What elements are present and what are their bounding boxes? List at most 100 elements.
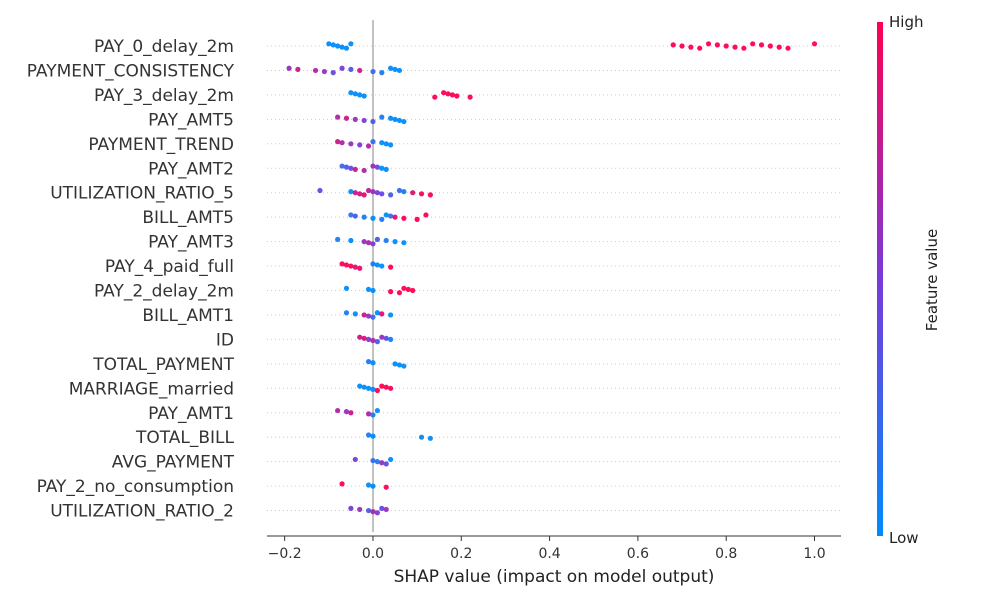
- feature-label: AVG_PAYMENT: [112, 453, 235, 473]
- shap-point: [374, 236, 380, 242]
- shap-point: [352, 91, 358, 97]
- shap-point: [374, 310, 380, 316]
- shap-point: [423, 212, 429, 218]
- shap-point: [348, 263, 354, 269]
- x-tick-label: 0.8: [715, 546, 737, 562]
- shap-point: [312, 67, 319, 74]
- shap-point: [396, 187, 403, 194]
- shap-point: [370, 163, 376, 169]
- shap-point: [365, 143, 372, 149]
- shap-point: [370, 386, 376, 392]
- shap-point: [370, 118, 376, 125]
- shap-point: [374, 164, 380, 170]
- colorbar-gradient: [877, 22, 883, 536]
- shap-point: [352, 166, 358, 172]
- shap-point: [365, 359, 372, 365]
- shap-point: [401, 189, 407, 195]
- shap-point: [361, 167, 367, 174]
- shap-point: [365, 286, 372, 292]
- shap-point: [388, 312, 394, 318]
- shap-point: [750, 41, 756, 47]
- x-axis-label: SHAP value (impact on model output): [394, 567, 715, 587]
- feature-label: PAY_AMT2: [148, 159, 234, 179]
- feature-label: PAY_4_paid_full: [105, 257, 234, 277]
- shap-point: [357, 383, 363, 389]
- shap-point: [352, 311, 358, 317]
- x-tick-label: 0.4: [538, 546, 560, 562]
- shap-point: [670, 42, 676, 48]
- shap-point: [343, 115, 350, 121]
- feature-label: PAYMENT_CONSISTENCY: [27, 61, 235, 81]
- shap-point: [379, 383, 385, 389]
- shap-point: [365, 336, 372, 342]
- shap-point: [679, 43, 685, 49]
- shap-point: [343, 262, 350, 268]
- shap-point: [348, 212, 354, 218]
- shap-point: [330, 70, 336, 76]
- shap-point: [388, 65, 394, 71]
- shap-point: [348, 189, 354, 195]
- feature-label: BILL_AMT1: [142, 306, 234, 326]
- shap-point: [343, 45, 350, 51]
- shap-point: [361, 312, 367, 318]
- shap-point: [361, 335, 367, 341]
- shap-point: [348, 90, 354, 96]
- feature-label: PAY_AMT3: [148, 233, 234, 253]
- shap-point: [383, 484, 389, 490]
- shap-point: [370, 483, 376, 489]
- shap-point: [392, 239, 398, 245]
- shap-point: [370, 287, 376, 294]
- feature-label: PAY_2_no_consumption: [37, 477, 234, 497]
- shap-point: [414, 216, 420, 222]
- shap-point: [427, 435, 433, 441]
- shap-point: [348, 237, 354, 244]
- shap-point: [383, 384, 389, 390]
- shap-point: [379, 191, 385, 197]
- feature-label: UTILIZATION_RATIO_2: [50, 502, 234, 522]
- shap-point: [357, 265, 363, 271]
- shap-point: [365, 482, 372, 488]
- shap-point: [357, 67, 363, 74]
- feature-value-colorbar: High Low Feature value: [877, 13, 941, 547]
- shap-point: [379, 114, 385, 120]
- shap-point: [370, 433, 376, 439]
- shap-point: [392, 116, 398, 122]
- shap-point: [365, 432, 372, 438]
- shap-point: [383, 461, 389, 467]
- shap-point: [365, 240, 372, 246]
- shap-point: [418, 434, 425, 440]
- shap-point: [365, 411, 372, 417]
- shap-point: [365, 187, 372, 194]
- shap-point: [374, 387, 380, 394]
- shap-point: [388, 264, 394, 270]
- shap-point: [396, 290, 403, 296]
- shap-point: [767, 43, 773, 49]
- feature-label: PAY_2_delay_2m: [94, 282, 234, 302]
- shap-point: [396, 67, 403, 74]
- shap-point: [374, 190, 380, 196]
- shap-point: [321, 68, 327, 75]
- shap-point: [370, 139, 376, 145]
- shap-point: [401, 215, 407, 221]
- shap-point: [374, 407, 380, 414]
- shap-point: [343, 310, 350, 316]
- feature-label: PAY_0_delay_2m: [94, 37, 234, 57]
- shap-point: [383, 141, 389, 147]
- shap-point: [339, 65, 345, 71]
- x-tick-label: 0.0: [362, 546, 384, 562]
- shap-point: [370, 261, 376, 267]
- shap-point: [343, 409, 350, 415]
- shap-point: [445, 91, 451, 97]
- shap-point: [357, 92, 363, 98]
- shap-point: [379, 70, 385, 76]
- shap-point: [326, 41, 332, 47]
- shap-point: [467, 94, 473, 100]
- shap-point: [357, 142, 363, 148]
- shap-point: [335, 43, 341, 49]
- shap-point: [401, 285, 407, 291]
- shap-point: [370, 457, 376, 464]
- shap-point: [379, 263, 385, 269]
- shap-point: [361, 239, 367, 245]
- shap-point: [335, 407, 341, 414]
